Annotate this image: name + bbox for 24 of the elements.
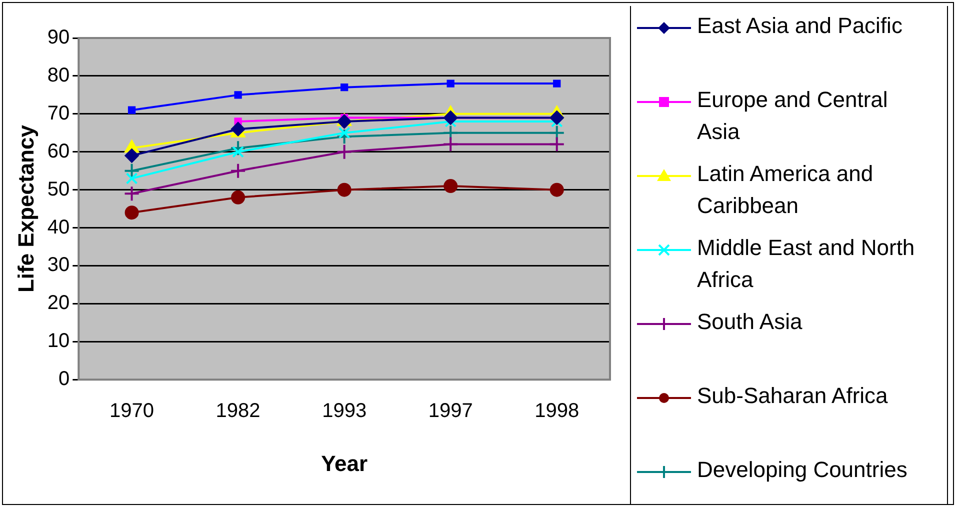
y-tick-label: 10 (47, 330, 70, 352)
legend-label: Latin America and Caribbean (697, 160, 874, 220)
y-axis-title: Life Expectancy (13, 124, 38, 293)
y-tick-label: 60 (47, 140, 70, 162)
legend-label: East Asia and Pacific (697, 12, 902, 40)
x-tick-label: 1997 (428, 400, 473, 422)
x-tick-label: 1982 (216, 400, 260, 422)
y-tick-label: 70 (47, 102, 70, 124)
legend-label: Developing Countries (697, 456, 908, 484)
y-tick-label: 20 (47, 292, 70, 314)
x-axis-title: Year (321, 450, 368, 476)
x-tick-label: 1970 (110, 400, 154, 422)
y-tick-label: 30 (47, 254, 70, 276)
legend-label: South Asia (697, 308, 802, 336)
y-tick-label: 40 (47, 216, 70, 238)
y-tick-label: 50 (47, 178, 70, 200)
legend-label: Sub-Saharan Africa (697, 382, 888, 410)
legend-label: Middle East and North Africa (697, 234, 916, 294)
y-tick-label: 0 (58, 368, 70, 390)
legend-label: Europe and Central Asia (697, 86, 889, 146)
y-tick-label: 80 (47, 64, 70, 86)
x-tick-label: 1993 (322, 400, 367, 422)
y-tick-label: 90 (47, 26, 70, 49)
x-tick-label: 1998 (534, 400, 580, 422)
